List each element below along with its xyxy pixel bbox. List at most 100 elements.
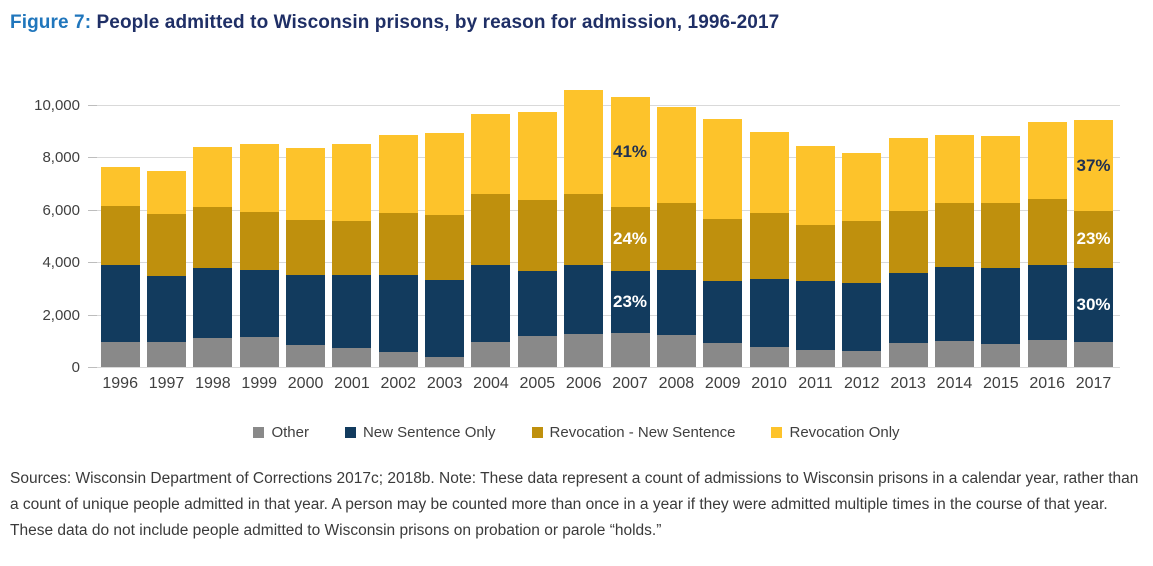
segment-revocation-only bbox=[795, 146, 835, 226]
segment-revocation-only bbox=[1027, 122, 1067, 200]
bar-2004 bbox=[471, 114, 511, 367]
segment-other bbox=[425, 356, 465, 367]
y-tick-mark bbox=[88, 209, 97, 211]
x-axis-label: 2013 bbox=[890, 375, 926, 392]
x-axis-label: 1999 bbox=[241, 375, 278, 392]
segment-new-sentence-only: 30% bbox=[1074, 267, 1114, 342]
source-note: Sources: Wisconsin Department of Correct… bbox=[10, 470, 1139, 539]
bar-2016 bbox=[1027, 122, 1067, 367]
segment-revocation-only bbox=[517, 111, 557, 200]
bar-2006 bbox=[564, 90, 604, 367]
segment-other bbox=[1074, 341, 1114, 367]
bar-2011 bbox=[795, 146, 835, 367]
segment-revocation-new-sentence bbox=[286, 220, 326, 275]
segment-other bbox=[703, 343, 743, 367]
y-tick-mark bbox=[88, 157, 97, 159]
segment-revocation-new-sentence bbox=[193, 206, 233, 268]
segment-percent-label: 24% bbox=[613, 229, 648, 249]
legend-label: Revocation Only bbox=[789, 424, 900, 441]
segment-revocation-new-sentence bbox=[842, 221, 882, 283]
segment-revocation-new-sentence bbox=[239, 211, 279, 270]
segment-other bbox=[471, 342, 511, 367]
segment-other bbox=[888, 343, 928, 367]
bar-2010 bbox=[749, 131, 789, 367]
legend-item-other: Other bbox=[253, 424, 309, 441]
x-axis-label: 1997 bbox=[148, 375, 185, 392]
x-axis-label: 2015 bbox=[983, 375, 1019, 392]
segment-other bbox=[842, 351, 882, 367]
segment-new-sentence-only bbox=[286, 274, 326, 345]
segment-revocation-new-sentence bbox=[981, 203, 1021, 268]
segment-revocation-new-sentence bbox=[378, 212, 418, 275]
x-axis-label: 1996 bbox=[102, 375, 138, 392]
x-axis-label: 2007 bbox=[612, 375, 648, 392]
segment-revocation-new-sentence: 24% bbox=[610, 206, 650, 272]
x-axis-label: 2014 bbox=[936, 375, 973, 392]
segment-revocation-new-sentence bbox=[100, 205, 140, 265]
segment-new-sentence-only bbox=[147, 275, 187, 343]
bar-2000 bbox=[286, 147, 326, 367]
segment-revocation-new-sentence bbox=[656, 203, 696, 271]
segment-new-sentence-only bbox=[1027, 265, 1067, 341]
bar-2001 bbox=[332, 143, 372, 367]
legend-label: Revocation - New Sentence bbox=[549, 424, 736, 441]
figure-title: Figure 7: People admitted to Wisconsin p… bbox=[10, 12, 779, 34]
legend-swatch-icon bbox=[771, 427, 783, 438]
segment-revocation-only bbox=[239, 144, 279, 212]
legend-swatch-icon bbox=[253, 427, 265, 438]
bar-2012 bbox=[842, 152, 882, 367]
segment-revocation-new-sentence: 23% bbox=[1074, 211, 1114, 268]
segment-new-sentence-only bbox=[471, 264, 511, 343]
legend-item-revocation-new-sentence: Revocation - New Sentence bbox=[531, 424, 736, 441]
y-tick-mark bbox=[88, 367, 97, 368]
segment-revocation-new-sentence bbox=[749, 213, 789, 279]
bar-2009 bbox=[703, 118, 743, 367]
segment-other bbox=[1027, 340, 1067, 367]
segment-new-sentence-only bbox=[378, 274, 418, 353]
bar-2007: 23% 24% 41% bbox=[610, 96, 650, 367]
segment-other bbox=[378, 352, 418, 367]
segment-other bbox=[610, 332, 650, 367]
segment-new-sentence-only bbox=[100, 264, 140, 343]
segment-other bbox=[332, 348, 372, 367]
x-axis-label: 2000 bbox=[287, 375, 324, 392]
bar-1996 bbox=[100, 166, 140, 367]
segment-new-sentence-only: 23% bbox=[610, 271, 650, 333]
segment-percent-label: 37% bbox=[1076, 155, 1111, 175]
segment-revocation-only: 41% bbox=[610, 96, 650, 207]
segment-revocation-new-sentence bbox=[147, 213, 187, 276]
bar-2002 bbox=[378, 134, 418, 367]
legend-label: Other bbox=[271, 424, 309, 441]
segment-new-sentence-only bbox=[981, 267, 1021, 344]
segment-revocation-only bbox=[888, 137, 928, 212]
y-axis-label: 6,000 bbox=[42, 201, 80, 219]
segment-other bbox=[749, 347, 789, 367]
segment-revocation-new-sentence bbox=[564, 193, 604, 265]
y-axis-label: 0 bbox=[71, 359, 80, 376]
segment-other bbox=[239, 336, 279, 367]
x-axis-label: 2012 bbox=[843, 375, 880, 392]
segment-new-sentence-only bbox=[656, 270, 696, 335]
y-axis-label: 10,000 bbox=[34, 97, 80, 114]
segment-other bbox=[656, 334, 696, 367]
legend-swatch-icon bbox=[531, 427, 543, 438]
y-tick-mark bbox=[88, 262, 97, 264]
bar-2008 bbox=[656, 106, 696, 367]
segment-revocation-only bbox=[749, 131, 789, 214]
segment-revocation-only bbox=[934, 135, 974, 204]
bar-1999 bbox=[239, 144, 279, 367]
bar-1997 bbox=[147, 170, 187, 367]
segment-new-sentence-only bbox=[703, 280, 743, 344]
y-axis-label: 8,000 bbox=[42, 149, 80, 167]
bar-2005 bbox=[517, 111, 557, 367]
y-tick-mark bbox=[88, 105, 97, 106]
segment-other bbox=[934, 341, 974, 367]
x-axis-label: 2004 bbox=[473, 375, 509, 392]
y-gridline bbox=[88, 157, 1120, 159]
segment-revocation-new-sentence bbox=[425, 215, 465, 280]
segment-revocation-new-sentence bbox=[703, 218, 743, 281]
segment-new-sentence-only bbox=[934, 266, 974, 342]
x-axis-label: 2011 bbox=[798, 375, 833, 392]
segment-other bbox=[193, 338, 233, 367]
bar-2017: 30% 23% 37% bbox=[1074, 119, 1114, 367]
